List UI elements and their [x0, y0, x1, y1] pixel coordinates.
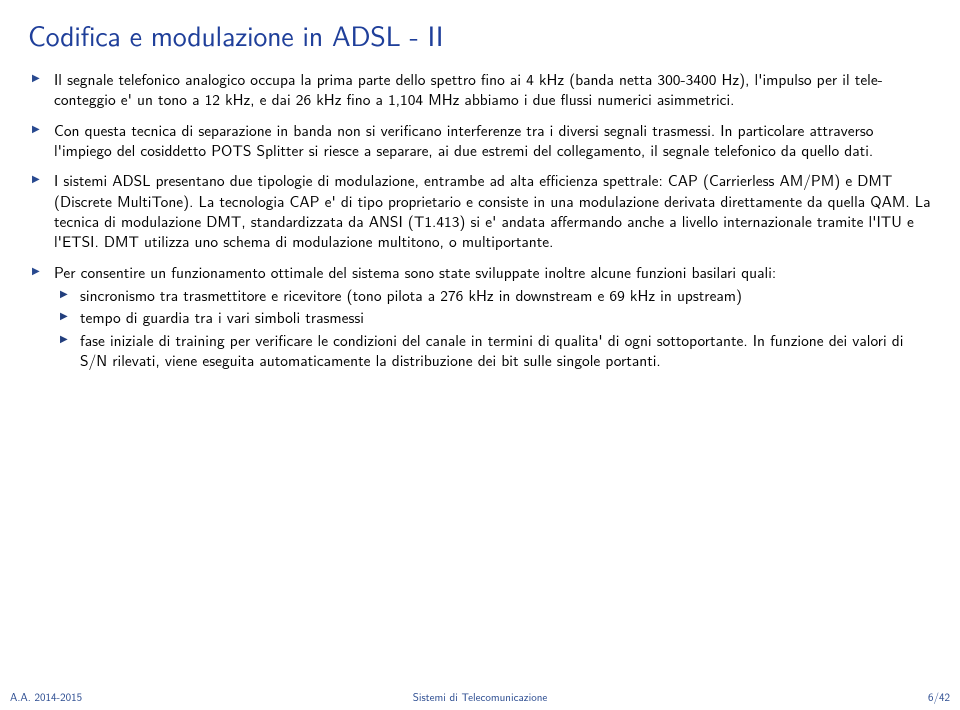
bullet-list: Il segnale telefonico analogico occupa l… [28, 69, 932, 370]
bullet-item: Per consentire un funzionamento ottimale… [28, 262, 932, 371]
bullet-item: I sistemi ADSL presentano due tipologie … [28, 170, 932, 251]
bullet-text: Con questa tecnica di separazione in ban… [54, 118, 873, 161]
sub-bullet-text: sincronismo tra trasmettitore e ricevito… [80, 283, 742, 306]
sub-bullet-item: fase iniziale di training per verificare… [54, 330, 932, 371]
slide-title: Codifica e modulazione in ADSL - II [28, 14, 932, 55]
slide: Codifica e modulazione in ADSL - II Il s… [0, 0, 960, 710]
footer: A.A. 2014-2015 Sistemi di Telecomunicazi… [0, 688, 960, 710]
bullet-item: Il segnale telefonico analogico occupa l… [28, 69, 932, 110]
bullet-text: Per consentire un funzionamento ottimale… [54, 260, 776, 283]
footer-center: Sistemi di Telecomunicazione [323, 689, 636, 705]
bullet-item: Con questa tecnica di separazione in ban… [28, 120, 932, 161]
bullet-text: Il segnale telefonico analogico occupa l… [54, 67, 883, 110]
sub-bullet-item: sincronismo tra trasmettitore e ricevito… [54, 285, 932, 305]
footer-left: A.A. 2014-2015 [10, 689, 323, 705]
sub-bullet-item: tempo di guardia tra i vari simboli tras… [54, 307, 932, 327]
footer-right: 6/42 [637, 689, 950, 705]
sub-bullet-text: fase iniziale di training per verificare… [80, 328, 903, 371]
sub-bullet-list: sincronismo tra trasmettitore e ricevito… [54, 285, 932, 370]
bullet-text: I sistemi ADSL presentano due tipologie … [54, 168, 931, 252]
sub-bullet-text: tempo di guardia tra i vari simboli tras… [80, 305, 364, 328]
slide-body: Il segnale telefonico analogico occupa l… [28, 69, 932, 370]
